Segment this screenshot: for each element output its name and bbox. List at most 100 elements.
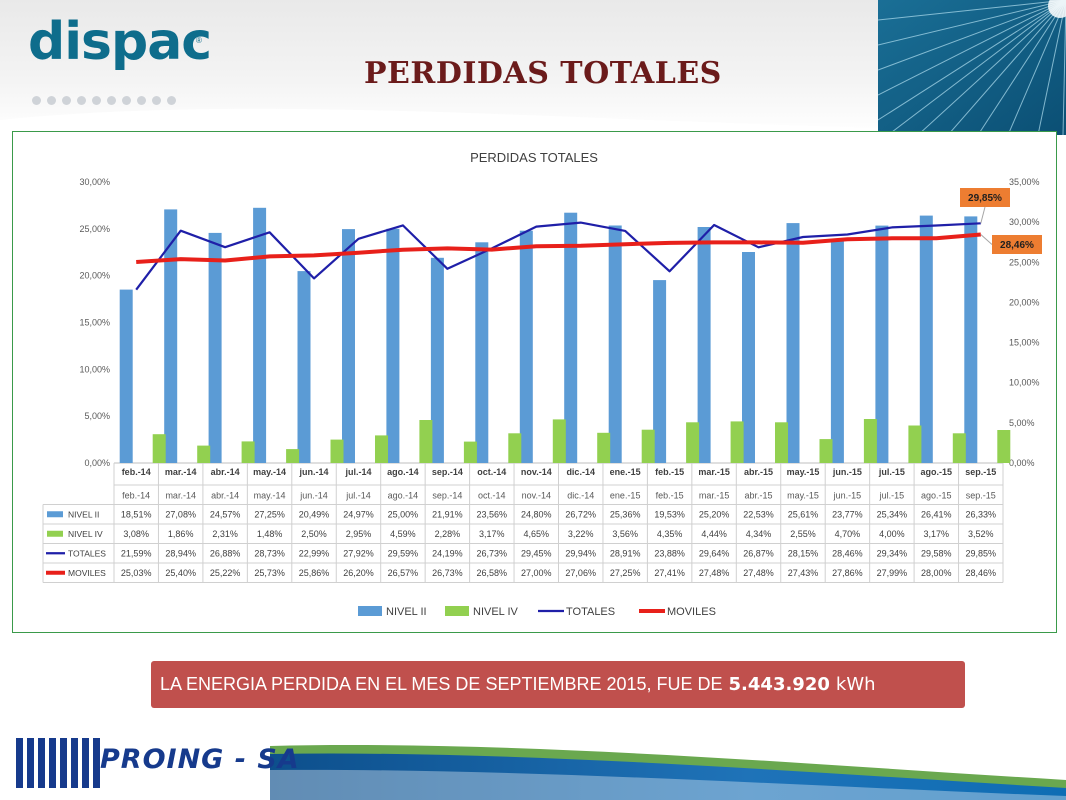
bar-nivel-iv [552, 419, 566, 463]
x-tick-label: ago.-15 [921, 467, 953, 477]
table-value-cell: 29,58% [921, 548, 952, 558]
x-tick-label: sep.-15 [965, 467, 996, 477]
table-header-cell: ago.-15 [921, 491, 952, 501]
bar-nivel-iv [775, 422, 788, 463]
bar-nivel-iv [463, 441, 477, 463]
callout-value: 5.443.920 [728, 674, 830, 695]
table-value-cell: 27,08% [165, 509, 196, 519]
legend-key [358, 606, 382, 616]
bar-nivel-iv [597, 432, 611, 463]
y-right-tick-label: 25,00% [1009, 257, 1040, 267]
bar-nivel-ii [253, 207, 267, 463]
bar-nivel-ii [875, 225, 889, 463]
y-right-tick-label: 30,00% [1009, 217, 1040, 227]
bar-nivel-iv [686, 422, 700, 463]
y-right-tick-label: 35,00% [1009, 177, 1040, 187]
bar-nivel-ii [297, 271, 311, 463]
table-value-cell: 27,41% [654, 568, 685, 578]
annotation-leader [980, 206, 986, 224]
bar-nivel-ii [964, 216, 978, 463]
x-tick-label: abr.-15 [744, 467, 773, 477]
table-header-cell: ago.-14 [388, 491, 419, 501]
y-right-tick-label: 15,00% [1009, 338, 1040, 348]
sunburst-decoration [878, 0, 1066, 135]
x-tick-label: feb.-14 [122, 467, 151, 477]
bar-nivel-iv [641, 429, 655, 463]
table-series-name: TOTALES [68, 548, 106, 558]
annotation-box [960, 188, 1010, 207]
table-series-name: MOVILES [68, 568, 106, 578]
table-value-cell: 4,00% [879, 529, 905, 539]
table-value-cell: 1,48% [257, 529, 283, 539]
table-value-cell: 28,46% [966, 568, 997, 578]
bar-nivel-ii [919, 215, 933, 463]
table-value-cell: 27,92% [343, 548, 374, 558]
bar-nivel-iv [952, 433, 966, 463]
table-header-cell: sep.-15 [966, 491, 996, 501]
table-value-cell: 28,91% [610, 548, 641, 558]
page-title: PERDIDAS TOTALES [364, 56, 722, 91]
table-header-cell: mar.-15 [699, 491, 730, 501]
table-header-cell: feb.-15 [656, 491, 684, 501]
table-series-name: NIVEL II [68, 509, 99, 519]
table-value-cell: 27,43% [788, 568, 819, 578]
table-value-cell: 29,64% [699, 548, 730, 558]
table-value-cell: 28,94% [165, 548, 196, 558]
table-value-cell: 27,86% [832, 568, 863, 578]
table-value-cell: 27,25% [254, 509, 285, 519]
table-value-cell: 26,20% [343, 568, 374, 578]
table-value-cell: 20,49% [299, 509, 330, 519]
annotation-box [992, 235, 1042, 254]
dispac-logo: dispac ® [28, 12, 212, 105]
x-tick-label: may.-15 [787, 467, 820, 477]
x-tick-label: jun.-14 [298, 467, 328, 477]
table-header-cell: ene.-15 [610, 491, 641, 501]
callout-unit: kWh [835, 674, 876, 695]
table-value-cell: 22,99% [299, 548, 330, 558]
table-value-cell: 25,34% [877, 509, 908, 519]
table-value-cell: 25,03% [121, 568, 152, 578]
table-value-cell: 28,15% [788, 548, 819, 558]
table-value-cell: 26,87% [743, 548, 774, 558]
footer-wave-decoration [270, 745, 1066, 800]
bar-nivel-ii [697, 227, 711, 463]
table-value-cell: 3,52% [968, 529, 994, 539]
table-value-cell: 18,51% [121, 509, 152, 519]
line-totales [135, 221, 981, 291]
annotation-label: 28,46% [1000, 240, 1034, 251]
table-header-cell: oct.-14 [478, 491, 506, 501]
table-value-cell: 27,99% [877, 568, 908, 578]
table-header-cell: feb.-14 [122, 491, 150, 501]
y-right-tick-label: 0,00% [1009, 458, 1035, 468]
proing-logo-mark [16, 738, 100, 788]
table-value-cell: 3,56% [612, 529, 638, 539]
table-value-cell: 26,58% [477, 568, 508, 578]
y-left-tick-label: 20,00% [79, 271, 110, 281]
table-header-cell: mar.-14 [165, 491, 196, 501]
table-value-cell: 29,85% [966, 548, 997, 558]
table-value-cell: 3,08% [123, 529, 149, 539]
y-right-tick-label: 10,00% [1009, 378, 1040, 388]
table-value-cell: 24,19% [432, 548, 463, 558]
table-value-cell: 2,50% [301, 529, 327, 539]
table-value-cell: 27,06% [565, 568, 596, 578]
energy-loss-callout: LA ENERGIA PERDIDA EN EL MES DE SEPTIEMB… [151, 661, 965, 708]
table-value-cell: 24,80% [521, 509, 552, 519]
combo-chart: PERDIDAS TOTALES 0,00% 5,00% 10,00% 15,00% 20… [42, 150, 1042, 618]
x-tick-label: abr.-14 [211, 467, 240, 477]
bar-nivel-ii [119, 289, 133, 463]
table-header-cell: jul.-15 [879, 491, 905, 501]
table-header-cell: nov.-14 [522, 491, 551, 501]
table-value-cell: 25,40% [165, 568, 196, 578]
table-value-cell: 26,57% [388, 568, 419, 578]
bar-nivel-ii [519, 230, 533, 463]
bar-nivel-ii [564, 212, 578, 463]
table-value-cell: 3,17% [924, 529, 950, 539]
y-left-tick-label: 30,00% [79, 177, 110, 187]
table-value-cell: 29,34% [877, 548, 908, 558]
table-value-cell: 26,41% [921, 509, 952, 519]
logo-wordmark: dispac [28, 12, 212, 72]
x-tick-label: dic.-14 [566, 467, 595, 477]
annotation-leader [980, 234, 993, 245]
bar-nivel-iv [819, 439, 833, 463]
